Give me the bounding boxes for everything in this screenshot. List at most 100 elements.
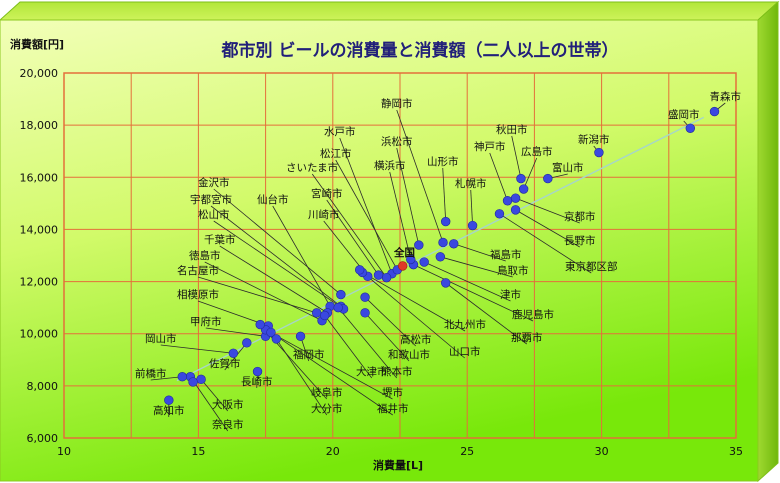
frame-side-face xyxy=(757,0,779,483)
plot-area: 6,000 8,000 10,000 12,000 14,000 16,000 18,000… xyxy=(20,67,744,458)
y-tick-label: 8,000 xyxy=(27,380,59,393)
data-label: 高松市 xyxy=(400,333,432,346)
data-label: 東京都区部 xyxy=(565,260,618,273)
point-広島市 xyxy=(518,184,529,194)
data-label: 山形市 xyxy=(427,155,459,168)
data-label: 松山市 xyxy=(198,208,230,221)
point-全国 xyxy=(397,261,408,271)
data-label: 富山市 xyxy=(552,161,584,174)
x-tick-label: 10 xyxy=(57,445,71,458)
data-label: 北九州市 xyxy=(444,318,486,331)
y-tick-label: 14,000 xyxy=(20,223,59,236)
x-tick-label: 30 xyxy=(595,445,609,458)
point-新潟市 xyxy=(594,147,604,158)
leader-line xyxy=(389,171,412,260)
data-label: 福井市 xyxy=(377,402,409,415)
leader-line xyxy=(515,197,580,224)
frame-front-face xyxy=(0,19,759,482)
frame-top-face xyxy=(0,1,780,21)
data-label: 大阪市 xyxy=(212,398,244,411)
data-label: 金沢市 xyxy=(198,176,230,189)
leader-line xyxy=(499,213,592,274)
leader-line xyxy=(210,205,342,307)
data-label: 福島市 xyxy=(490,248,522,261)
point-前橋市 xyxy=(177,372,187,382)
leader-line xyxy=(205,327,266,337)
point-青森市 xyxy=(709,106,720,117)
point-福井市 xyxy=(266,327,276,338)
leader-line xyxy=(335,159,398,271)
data-label: 長野市 xyxy=(564,234,596,247)
point-津市 xyxy=(419,257,429,267)
chart-title: 都市別 ビールの消費量と消費額（二人以上の世帯） xyxy=(221,40,619,61)
leader-line xyxy=(337,307,398,379)
point-盛岡市 xyxy=(685,123,696,133)
data-label: 津市 xyxy=(500,288,521,301)
data-label: 横浜市 xyxy=(374,159,406,172)
data-label: 高知市 xyxy=(153,404,185,417)
data-label: 岐阜市 xyxy=(311,386,343,399)
plot-border xyxy=(63,72,737,439)
point-富山市 xyxy=(543,173,553,184)
leader-line xyxy=(453,243,506,262)
data-label: 前橋市 xyxy=(135,367,167,380)
point-高松市 xyxy=(360,292,370,302)
leader-line xyxy=(213,220,344,310)
point-神戸市 xyxy=(502,196,513,206)
point-京都市 xyxy=(510,193,521,203)
data-label: 水戸市 xyxy=(324,125,356,138)
data-label: 札幌市 xyxy=(455,177,487,190)
point-岡山市 xyxy=(228,348,239,358)
leader-line xyxy=(396,109,444,243)
data-label: 堺市 xyxy=(382,386,403,399)
point-大津市 xyxy=(320,310,330,321)
data-label: 鳥取市 xyxy=(497,264,529,277)
leader-line xyxy=(413,264,534,322)
data-label: さいたま市 xyxy=(286,161,338,174)
data-label: 山口市 xyxy=(449,345,481,358)
point-東京都区部 xyxy=(494,209,505,219)
data-label: 宮崎市 xyxy=(311,187,343,200)
leader-line xyxy=(396,147,420,246)
y-tick-label: 10,000 xyxy=(20,328,59,341)
leader-line xyxy=(219,245,328,314)
point-岐阜市 xyxy=(255,319,265,330)
data-label: 全国 xyxy=(393,246,415,259)
point-浜松市 xyxy=(414,240,424,250)
leader-line xyxy=(359,269,466,359)
point-宮崎市 xyxy=(373,270,384,280)
y-axis-label: 消費額[円] xyxy=(10,37,64,51)
leader-line xyxy=(511,135,522,179)
leader-line xyxy=(272,205,331,307)
leader-line xyxy=(265,329,393,400)
data-label: 佐賀市 xyxy=(209,357,241,370)
data-label: 秋田市 xyxy=(496,123,528,136)
data-label: 長崎市 xyxy=(241,375,273,388)
data-label: 熊本市 xyxy=(381,365,413,378)
x-tick-label: 25 xyxy=(460,445,474,458)
data-label: 神戸市 xyxy=(474,140,506,153)
data-label: 松江市 xyxy=(320,147,352,160)
leader-line xyxy=(489,152,508,201)
leader-line xyxy=(339,137,393,274)
leader-line xyxy=(324,315,373,379)
x-tick-label: 20 xyxy=(326,445,340,458)
data-label: 鹿児島市 xyxy=(512,308,554,321)
leader-line xyxy=(364,296,417,347)
leader-line xyxy=(362,272,466,332)
point-さいたま市 xyxy=(381,272,392,283)
leader-line xyxy=(523,157,538,190)
x-axis-label: 消費量[L] xyxy=(373,458,423,472)
point-鳥取市 xyxy=(435,252,446,262)
data-label: 浜松市 xyxy=(381,135,413,148)
point-札幌市 xyxy=(467,220,478,231)
data-label: 福岡市 xyxy=(293,348,325,361)
leader-line xyxy=(213,188,342,295)
point-山形市 xyxy=(440,216,451,227)
point-熊本市 xyxy=(333,302,343,313)
point-秋田市 xyxy=(516,173,526,184)
leader-line xyxy=(270,332,393,416)
data-label: 盛岡市 xyxy=(668,108,700,121)
point-金沢市 xyxy=(336,289,346,300)
data-label: 広島市 xyxy=(521,145,553,158)
